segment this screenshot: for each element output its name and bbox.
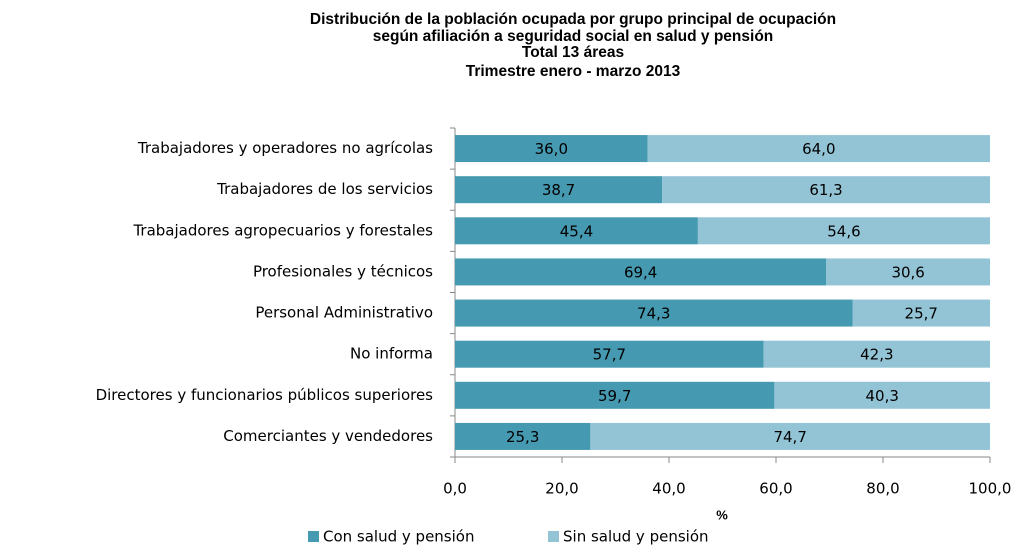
data-label: 45,4 [560,222,593,240]
bar-segment [662,176,990,204]
bar-segment [826,258,990,286]
y-tick-label: Trabajadores de los servicios [216,180,433,198]
y-tick-label: Comerciantes y vendedores [223,427,433,445]
data-label: 42,3 [860,346,893,364]
legend-swatch [308,531,319,542]
y-tick-label: Trabajadores agropecuarios y forestales [132,221,433,239]
data-label: 64,0 [802,140,835,158]
data-label: 30,6 [891,263,924,281]
legend-label: Sin salud y pensión [563,528,709,546]
bar-segment [455,258,827,286]
bar-segment [455,176,663,204]
data-label: 40,3 [865,387,898,405]
bar-segment [455,340,764,368]
data-label: 36,0 [535,140,568,158]
data-label: 74,3 [637,305,670,323]
y-tick-label: Profesionales y técnicos [253,262,433,280]
x-tick-label: 80,0 [866,480,899,498]
x-axis-label: % [716,507,728,522]
data-label: 38,7 [542,181,575,199]
x-tick-label: 40,0 [652,480,685,498]
y-tick-label: Directores y funcionarios públicos super… [96,386,434,404]
data-label: 59,7 [598,387,631,405]
chart-title: según afiliación a seguridad social en s… [373,28,774,45]
bar-segment [774,381,990,409]
bar-segment [852,299,990,327]
x-tick-label: 100,0 [969,480,1012,498]
bar-segment [455,422,591,450]
data-label: 25,7 [905,305,938,323]
legend-label: Con salud y pensión [323,528,474,546]
y-tick-label: Personal Administrativo [255,304,433,322]
bar-segment [455,299,853,327]
data-label: 69,4 [624,263,657,281]
data-label: 57,7 [593,346,626,364]
bar-segment [590,422,990,450]
data-label: 25,3 [506,428,539,446]
bar-segment [455,381,775,409]
y-tick-label: Trabajadores y operadores no agrícolas [137,139,433,157]
bar-segment [455,217,698,245]
x-tick-label: 60,0 [759,480,792,498]
bar-segment [647,135,990,163]
chart-title: Trimestre enero - marzo 2013 [466,63,681,80]
data-label: 74,7 [773,428,806,446]
legend-swatch [548,531,559,542]
data-label: 54,6 [827,222,860,240]
bar-segment [763,340,990,368]
chart-title: Total 13 áreas [522,44,624,61]
bar-segment [697,217,990,245]
y-tick-label: No informa [350,345,433,363]
x-tick-label: 0,0 [443,480,467,498]
x-tick-label: 20,0 [545,480,578,498]
data-label: 61,3 [809,181,842,199]
bar-segment [455,135,648,163]
chart-title: Distribución de la población ocupada por… [310,11,836,28]
